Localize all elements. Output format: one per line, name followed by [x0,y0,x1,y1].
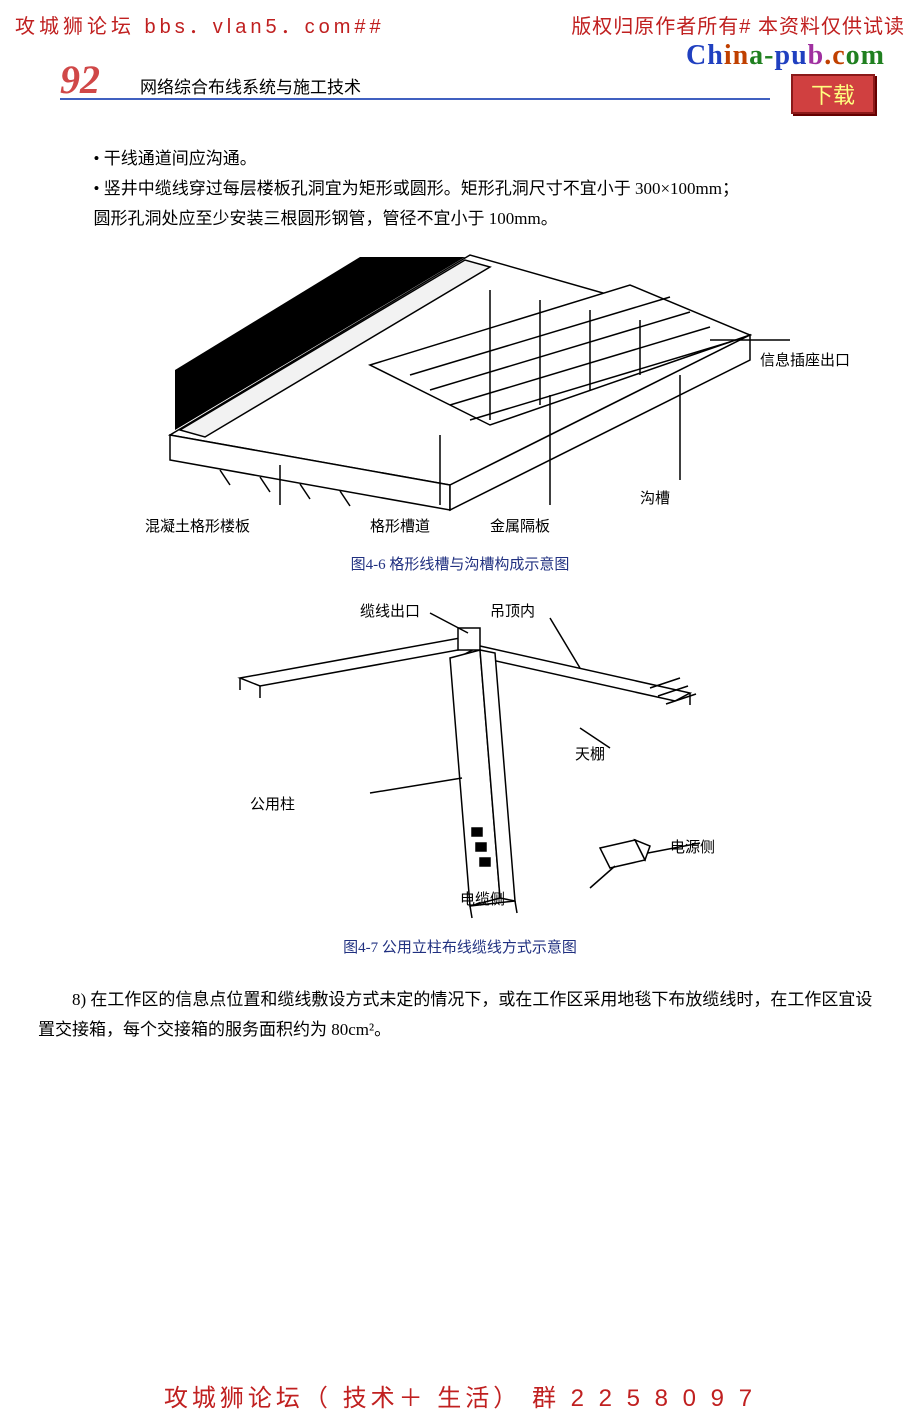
bullet-1: • 干线通道间应沟通。 [68,145,870,173]
download-button[interactable]: 下载 [791,74,875,114]
fig2-label-6: 电源侧 [670,836,715,857]
header-rule [60,98,770,100]
body-text: • 干线通道间应沟通。 • 竖井中缆线穿过每层楼板孔洞宜为矩形或圆形。矩形孔洞尺… [68,145,870,235]
watermark-left: 攻城狮论坛 bbs．vlan5．com## [15,10,385,39]
fig1-label-1: 混凝土格形楼板 [145,515,250,536]
figure-4-7-svg [180,598,740,928]
figure-4-6-caption: 图4-6 格形线槽与沟槽构成示意图 [0,553,920,574]
bullet-2: • 竖井中缆线穿过每层楼板孔洞宜为矩形或圆形。矩形孔洞尺寸不宜小于 300×10… [68,175,870,203]
fig1-label-2: 格形槽道 [370,515,430,536]
bullet-2b: 圆形孔洞处应至少安装三根圆形钢管，管径不宜小于 100mm。 [68,205,870,233]
logo-block: China-pub.com 下载 [686,40,885,114]
figure-4-6-svg [110,245,810,525]
site-logo: China-pub.com [686,40,885,72]
fig2-label-1: 缆线出口 [360,600,420,621]
watermark-right: 版权归原作者所有# 本资料仅供试读 [571,10,905,39]
page-number: 92 [60,56,100,103]
fig1-label-3: 金属隔板 [490,515,550,536]
fig2-label-5: 电缆侧 [460,888,505,909]
figure-4-7-caption: 图4-7 公用立柱布线缆线方式示意图 [0,936,920,957]
fig2-label-4: 天棚 [575,743,605,764]
fig1-label-4: 沟槽 [640,487,670,508]
bottom-watermark: 攻城狮论坛（ 技术＋ 生活） 群 2 2 5 8 0 9 7 [0,1378,920,1413]
fig2-label-3: 公用柱 [250,793,295,814]
paragraph-8: 8) 在工作区的信息点位置和缆线敷设方式未定的情况下，或在工作区采用地毯下布放缆… [38,985,880,1045]
fig2-label-2: 吊顶内 [490,600,535,621]
top-watermark: 攻城狮论坛 bbs．vlan5．com## 版权归原作者所有# 本资料仅供试读 [0,10,920,39]
figure-4-6: 混凝土格形楼板 格形槽道 金属隔板 沟槽 信息插座出口 图4-6 格形线槽与沟槽… [0,245,920,574]
fig1-label-5: 信息插座出口 [760,349,850,370]
figure-4-7: 缆线出口 吊顶内 公用柱 天棚 电缆侧 电源侧 图4-7 公用立柱布线缆线方式示… [0,598,920,957]
